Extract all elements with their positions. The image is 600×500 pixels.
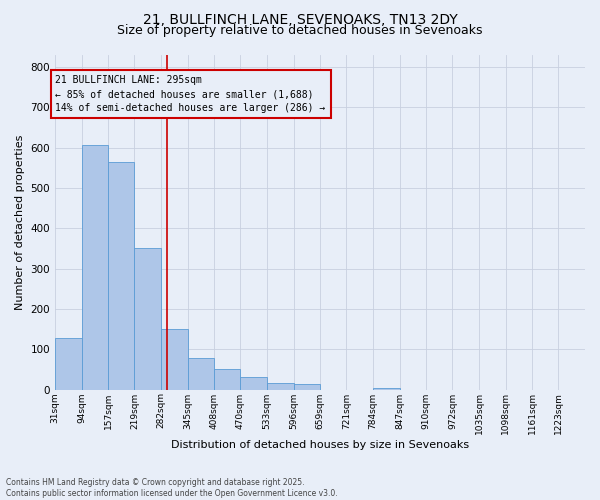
- Bar: [267, 384, 293, 390]
- Bar: [188, 358, 214, 390]
- Bar: [293, 384, 320, 390]
- Y-axis label: Number of detached properties: Number of detached properties: [15, 134, 25, 310]
- Bar: [241, 378, 267, 390]
- Text: Contains HM Land Registry data © Crown copyright and database right 2025.
Contai: Contains HM Land Registry data © Crown c…: [6, 478, 338, 498]
- Bar: [161, 329, 188, 390]
- Bar: [108, 162, 134, 390]
- Bar: [373, 388, 400, 390]
- Text: Size of property relative to detached houses in Sevenoaks: Size of property relative to detached ho…: [117, 24, 483, 37]
- X-axis label: Distribution of detached houses by size in Sevenoaks: Distribution of detached houses by size …: [171, 440, 469, 450]
- Bar: [134, 248, 161, 390]
- Text: 21, BULLFINCH LANE, SEVENOAKS, TN13 2DY: 21, BULLFINCH LANE, SEVENOAKS, TN13 2DY: [143, 12, 457, 26]
- Bar: [55, 338, 82, 390]
- Bar: [214, 370, 241, 390]
- Text: 21 BULLFINCH LANE: 295sqm
← 85% of detached houses are smaller (1,688)
14% of se: 21 BULLFINCH LANE: 295sqm ← 85% of detac…: [55, 75, 326, 113]
- Bar: [82, 145, 108, 390]
